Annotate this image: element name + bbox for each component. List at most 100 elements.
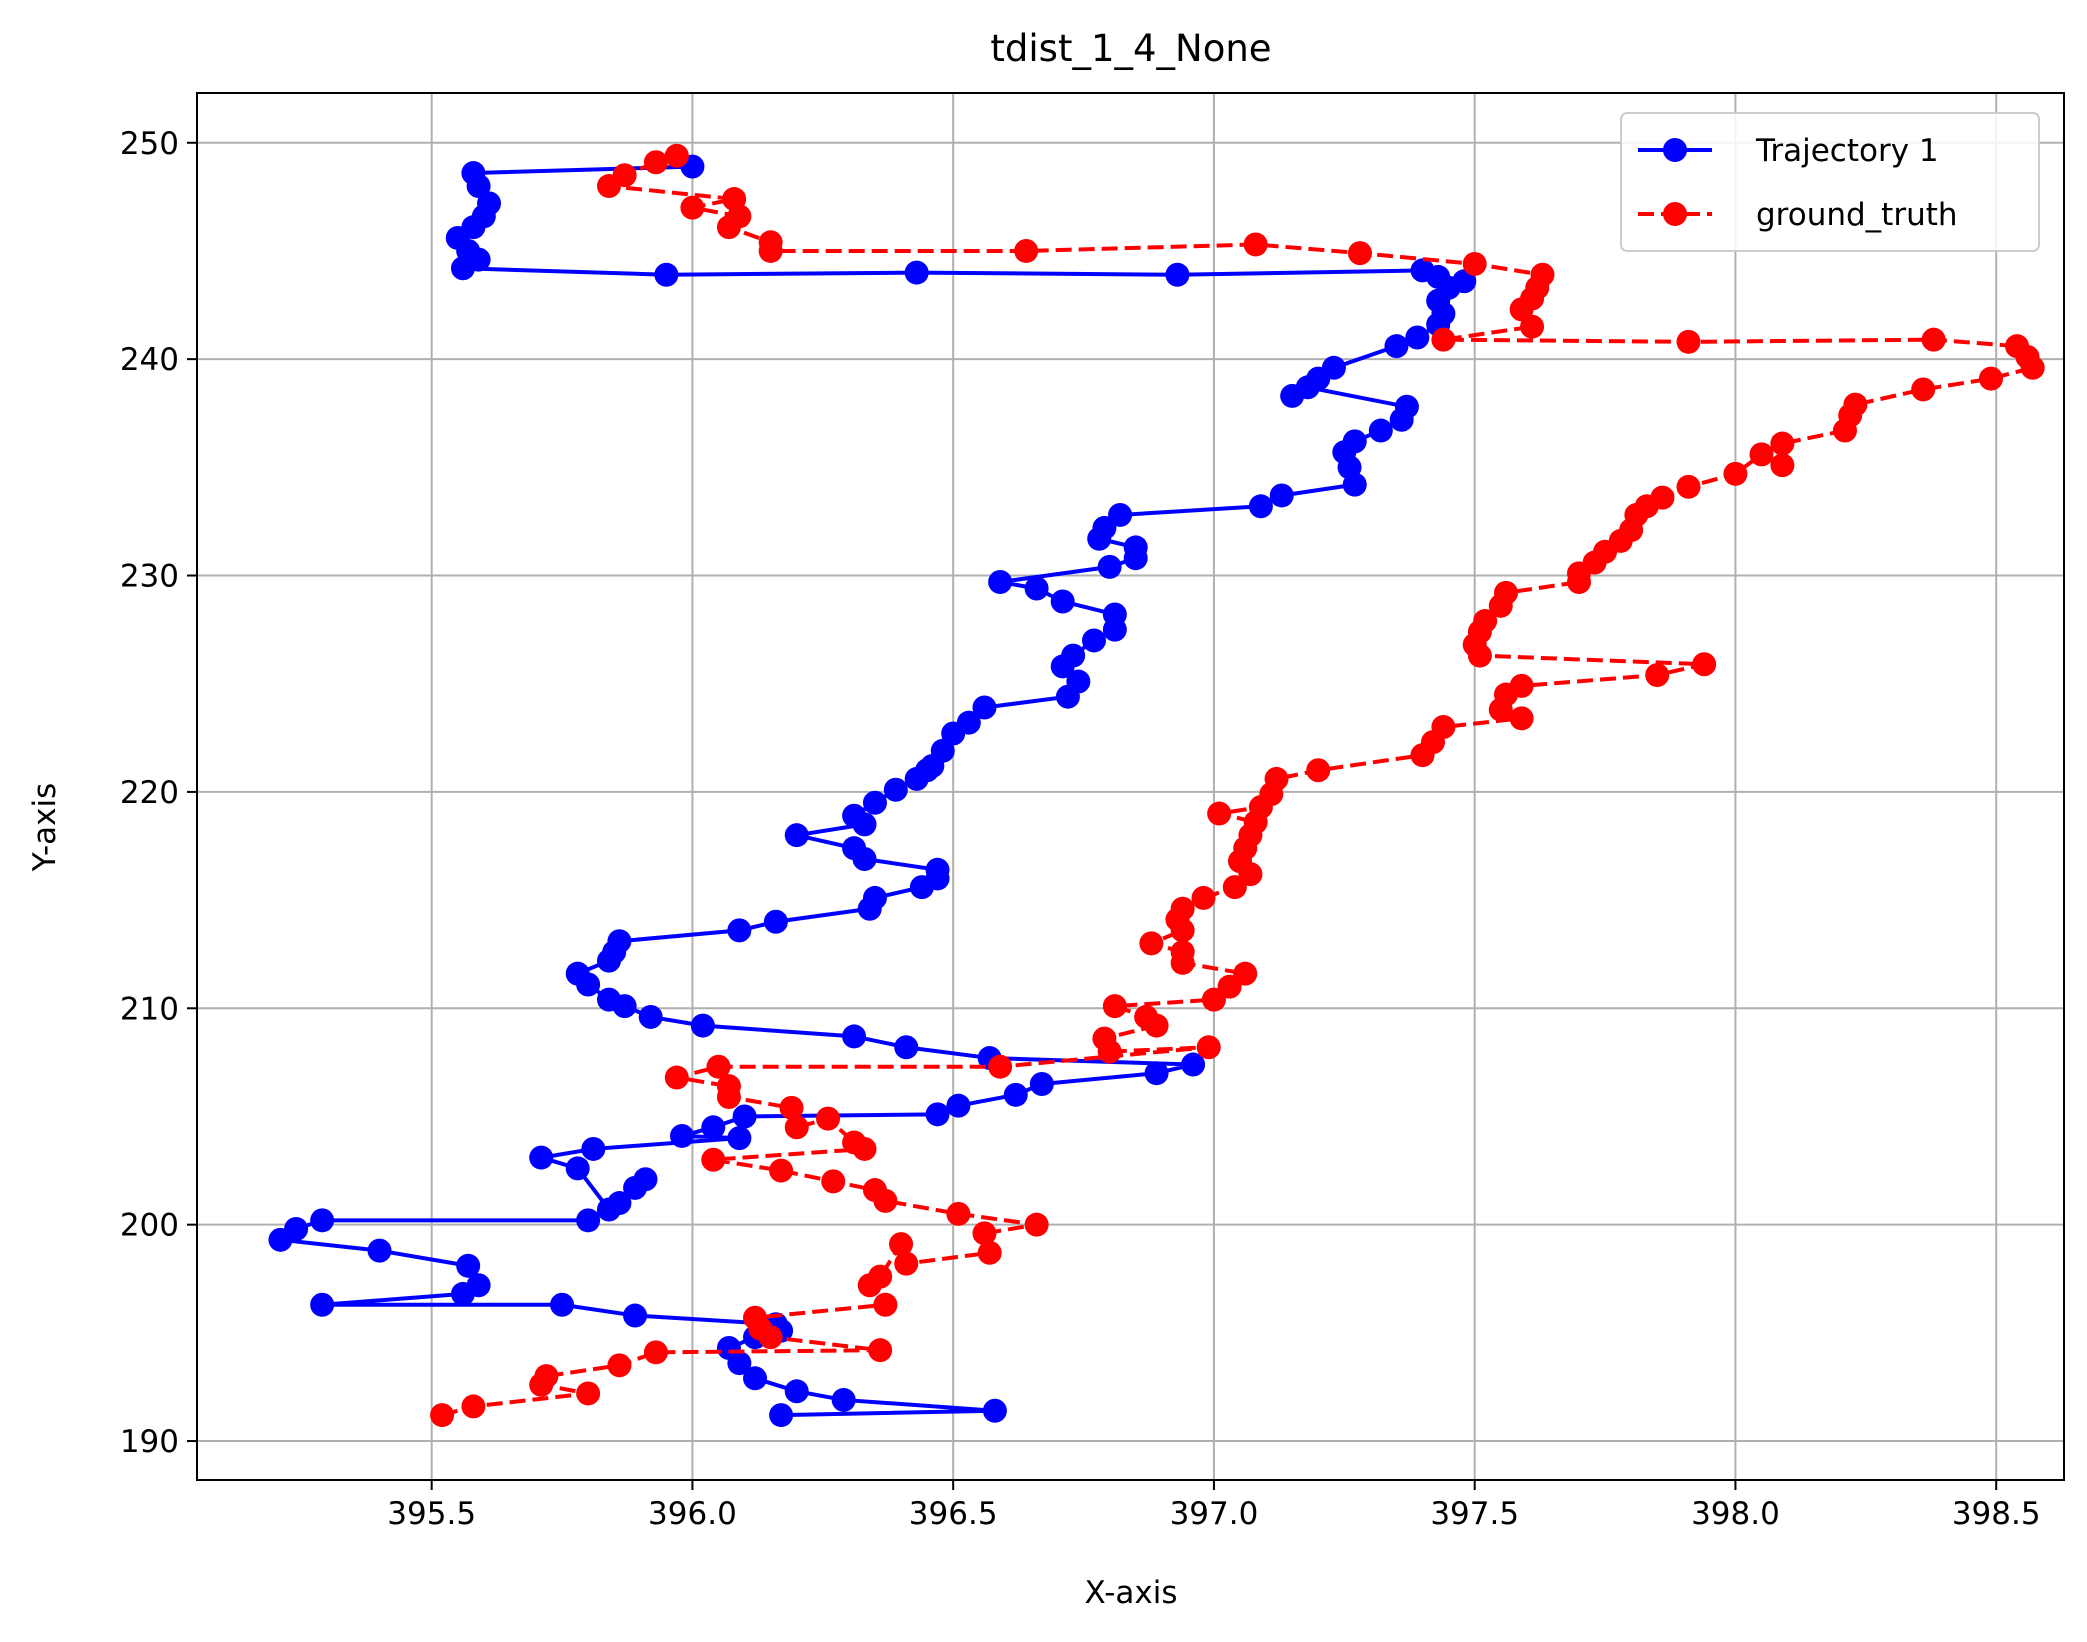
data-point — [716, 215, 741, 240]
data-point — [430, 1403, 455, 1428]
data-point — [763, 909, 788, 934]
data-point — [1097, 554, 1122, 579]
data-point — [1347, 241, 1372, 266]
data-point — [873, 1188, 898, 1213]
data-point — [1181, 1052, 1206, 1077]
data-point — [2020, 355, 2045, 380]
data-point — [268, 1227, 293, 1252]
data-point — [529, 1372, 554, 1397]
data-point — [857, 896, 882, 921]
data-point — [1170, 918, 1195, 943]
data-point — [1389, 407, 1414, 432]
data-point — [889, 1232, 914, 1257]
legend-box — [1620, 112, 2040, 252]
data-point — [461, 1394, 486, 1419]
data-point — [607, 1353, 632, 1378]
data-point — [1081, 628, 1106, 653]
data-point — [1342, 472, 1367, 497]
data-point — [946, 1093, 971, 1118]
data-point — [1243, 232, 1268, 257]
y-tick-label: 200 — [120, 1208, 179, 1244]
legend-entry: Trajectory 1 — [1638, 133, 1939, 169]
data-point — [1139, 931, 1164, 956]
series-trajectory-1 — [268, 154, 1477, 1428]
data-point — [1488, 697, 1513, 722]
data-point — [1024, 576, 1049, 601]
data-point — [576, 972, 601, 997]
data-point — [1452, 269, 1477, 294]
data-point — [1509, 706, 1534, 731]
data-point — [664, 143, 689, 168]
data-point — [1723, 461, 1748, 486]
data-point — [576, 1208, 601, 1233]
data-point — [638, 1004, 663, 1029]
x-tick-label: 397.5 — [1430, 1496, 1519, 1532]
data-point — [596, 948, 621, 973]
data-point — [904, 260, 929, 285]
data-point — [784, 823, 809, 848]
x-tick-label: 398.5 — [1952, 1496, 2041, 1532]
data-point — [550, 1292, 575, 1317]
data-point — [1368, 418, 1393, 443]
data-point — [1024, 1212, 1049, 1237]
data-point — [816, 1106, 841, 1131]
legend-label: Trajectory 1 — [1755, 133, 1939, 169]
data-point — [1123, 546, 1148, 571]
series-line — [278, 164, 1467, 1418]
data-point — [1645, 663, 1670, 688]
data-point — [857, 1273, 882, 1298]
data-point — [1832, 418, 1857, 443]
series-ground-truth — [430, 143, 2045, 1428]
data-point — [852, 846, 877, 871]
data-point — [1029, 1072, 1054, 1097]
data-point — [1050, 589, 1075, 614]
data-point — [1749, 442, 1774, 467]
data-point — [680, 195, 705, 220]
data-point — [1144, 1061, 1169, 1086]
axes-frame — [196, 92, 2065, 1481]
data-point — [1978, 366, 2003, 391]
data-point — [779, 1095, 804, 1120]
data-point — [972, 1221, 997, 1246]
data-point — [972, 695, 997, 720]
data-point — [758, 1325, 783, 1350]
data-point — [529, 1145, 554, 1170]
data-point — [1676, 329, 1701, 354]
data-point — [664, 1065, 689, 1090]
data-point — [821, 1169, 846, 1194]
data-point — [310, 1208, 335, 1233]
data-point — [894, 1035, 919, 1060]
data-point — [868, 1338, 893, 1363]
data-point — [1467, 643, 1492, 668]
data-point — [758, 238, 783, 263]
plot-area-border — [196, 92, 2065, 1481]
data-point — [852, 1136, 877, 1161]
data-point — [1676, 474, 1701, 499]
data-point — [643, 150, 668, 175]
data-point — [977, 1240, 1002, 1265]
data-point — [852, 812, 877, 837]
data-point — [1770, 431, 1795, 456]
data-point — [1692, 652, 1717, 677]
data-point — [690, 1013, 715, 1038]
data-point — [716, 1085, 741, 1110]
data-point — [1087, 526, 1112, 551]
data-point — [769, 1158, 794, 1183]
y-tick-label: 250 — [120, 126, 179, 162]
data-point — [727, 1351, 752, 1376]
data-point — [1488, 593, 1513, 618]
data-point — [623, 1303, 648, 1328]
data-point — [1911, 377, 1936, 402]
tick-layer: 395.5 396.0 396.5 397.0 397.5 398.0 398.5 190 20… — [120, 126, 2041, 1532]
data-point — [769, 1403, 794, 1428]
x-tick-label: 395.5 — [387, 1496, 476, 1532]
x-axis-label: X-axis — [1085, 1575, 1178, 1611]
data-point — [982, 1398, 1007, 1423]
data-point — [1248, 494, 1273, 519]
chart-title: tdist_1_4_None — [990, 27, 1271, 70]
data-point — [1222, 875, 1247, 900]
data-point — [565, 1156, 590, 1181]
x-tick-label: 396.5 — [909, 1496, 998, 1532]
